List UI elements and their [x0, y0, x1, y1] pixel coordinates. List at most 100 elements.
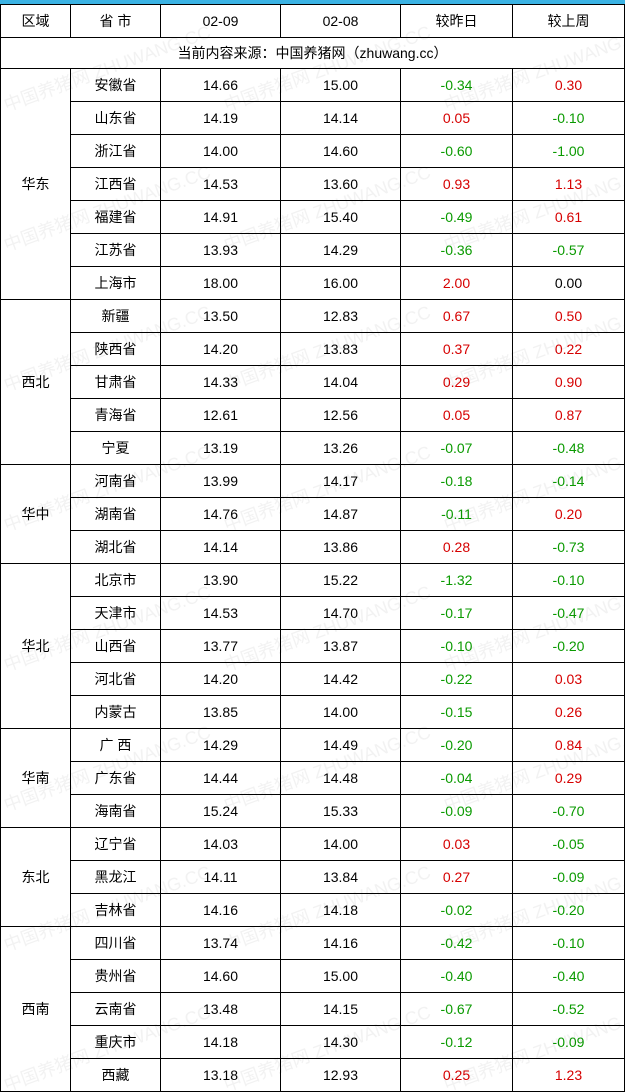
- table-row: 江西省14.5313.600.931.13: [1, 168, 625, 201]
- value-date2: 15.00: [281, 69, 401, 102]
- delta-week: -0.10: [513, 102, 625, 135]
- value-date2: 14.48: [281, 762, 401, 795]
- value-date1: 14.03: [161, 828, 281, 861]
- table-row: 华南广 西14.2914.49-0.200.84: [1, 729, 625, 762]
- value-date1: 13.74: [161, 927, 281, 960]
- source-line: 当前内容来源：中国养猪网（zhuwang.cc）: [1, 38, 625, 69]
- delta-day: -0.09: [401, 795, 513, 828]
- value-date1: 14.20: [161, 663, 281, 696]
- value-date2: 13.86: [281, 531, 401, 564]
- table-body: 华东安徽省14.6615.00-0.340.30山东省14.1914.140.0…: [1, 69, 625, 1092]
- province-cell: 湖南省: [71, 498, 161, 531]
- province-cell: 河北省: [71, 663, 161, 696]
- value-date2: 15.00: [281, 960, 401, 993]
- province-cell: 黑龙江: [71, 861, 161, 894]
- delta-week: -0.48: [513, 432, 625, 465]
- value-date2: 14.42: [281, 663, 401, 696]
- delta-week: 0.26: [513, 696, 625, 729]
- table-row: 甘肃省14.3314.040.290.90: [1, 366, 625, 399]
- delta-day: 0.05: [401, 399, 513, 432]
- value-date1: 14.91: [161, 201, 281, 234]
- value-date1: 14.16: [161, 894, 281, 927]
- value-date2: 13.26: [281, 432, 401, 465]
- delta-week: -0.73: [513, 531, 625, 564]
- delta-week: 0.00: [513, 267, 625, 300]
- table-row: 宁夏13.1913.26-0.07-0.48: [1, 432, 625, 465]
- province-cell: 广 西: [71, 729, 161, 762]
- delta-day: -0.36: [401, 234, 513, 267]
- table-row: 吉林省14.1614.18-0.02-0.20: [1, 894, 625, 927]
- value-date1: 13.19: [161, 432, 281, 465]
- value-date2: 13.84: [281, 861, 401, 894]
- col-vs-week: 较上周: [513, 5, 625, 38]
- delta-week: -0.09: [513, 861, 625, 894]
- region-cell: 华中: [1, 465, 71, 564]
- delta-week: 0.22: [513, 333, 625, 366]
- value-date2: 15.33: [281, 795, 401, 828]
- delta-day: -0.04: [401, 762, 513, 795]
- delta-day: -1.32: [401, 564, 513, 597]
- value-date1: 14.33: [161, 366, 281, 399]
- table-row: 湖南省14.7614.87-0.110.20: [1, 498, 625, 531]
- value-date1: 18.00: [161, 267, 281, 300]
- value-date1: 14.20: [161, 333, 281, 366]
- value-date2: 12.83: [281, 300, 401, 333]
- delta-day: -0.17: [401, 597, 513, 630]
- value-date2: 16.00: [281, 267, 401, 300]
- province-cell: 江西省: [71, 168, 161, 201]
- table-row: 天津市14.5314.70-0.17-0.47: [1, 597, 625, 630]
- col-region: 区域: [1, 5, 71, 38]
- delta-week: -0.14: [513, 465, 625, 498]
- value-date2: 12.56: [281, 399, 401, 432]
- col-province: 省 市: [71, 5, 161, 38]
- value-date1: 14.76: [161, 498, 281, 531]
- region-cell: 西南: [1, 927, 71, 1092]
- province-cell: 山东省: [71, 102, 161, 135]
- delta-day: -0.10: [401, 630, 513, 663]
- delta-day: -0.20: [401, 729, 513, 762]
- value-date1: 14.44: [161, 762, 281, 795]
- province-cell: 天津市: [71, 597, 161, 630]
- col-vs-yest: 较昨日: [401, 5, 513, 38]
- delta-week: 0.90: [513, 366, 625, 399]
- value-date1: 13.99: [161, 465, 281, 498]
- value-date1: 13.93: [161, 234, 281, 267]
- delta-day: -0.67: [401, 993, 513, 1026]
- table-row: 湖北省14.1413.860.28-0.73: [1, 531, 625, 564]
- value-date2: 14.18: [281, 894, 401, 927]
- value-date2: 13.60: [281, 168, 401, 201]
- delta-week: 1.13: [513, 168, 625, 201]
- value-date2: 14.87: [281, 498, 401, 531]
- delta-day: -0.18: [401, 465, 513, 498]
- province-cell: 辽宁省: [71, 828, 161, 861]
- table-row: 海南省15.2415.33-0.09-0.70: [1, 795, 625, 828]
- delta-day: 0.03: [401, 828, 513, 861]
- value-date2: 14.29: [281, 234, 401, 267]
- province-cell: 西藏: [71, 1059, 161, 1092]
- delta-day: -0.49: [401, 201, 513, 234]
- table-row: 江苏省13.9314.29-0.36-0.57: [1, 234, 625, 267]
- table-row: 云南省13.4814.15-0.67-0.52: [1, 993, 625, 1026]
- delta-week: 0.50: [513, 300, 625, 333]
- table-row: 内蒙古13.8514.00-0.150.26: [1, 696, 625, 729]
- value-date1: 14.53: [161, 168, 281, 201]
- value-date1: 13.18: [161, 1059, 281, 1092]
- delta-week: 0.84: [513, 729, 625, 762]
- value-date2: 15.22: [281, 564, 401, 597]
- delta-day: 0.29: [401, 366, 513, 399]
- delta-week: -1.00: [513, 135, 625, 168]
- delta-day: 0.27: [401, 861, 513, 894]
- delta-day: -0.15: [401, 696, 513, 729]
- value-date2: 14.04: [281, 366, 401, 399]
- value-date2: 14.14: [281, 102, 401, 135]
- value-date2: 14.17: [281, 465, 401, 498]
- value-date1: 13.90: [161, 564, 281, 597]
- value-date1: 14.14: [161, 531, 281, 564]
- delta-day: -0.07: [401, 432, 513, 465]
- table-row: 陕西省14.2013.830.370.22: [1, 333, 625, 366]
- price-table-container: 区域 省 市 02-09 02-08 较昨日 较上周 当前内容来源：中国养猪网（…: [0, 0, 625, 1092]
- province-cell: 河南省: [71, 465, 161, 498]
- table-row: 东北辽宁省14.0314.000.03-0.05: [1, 828, 625, 861]
- delta-day: -0.42: [401, 927, 513, 960]
- value-date2: 14.15: [281, 993, 401, 1026]
